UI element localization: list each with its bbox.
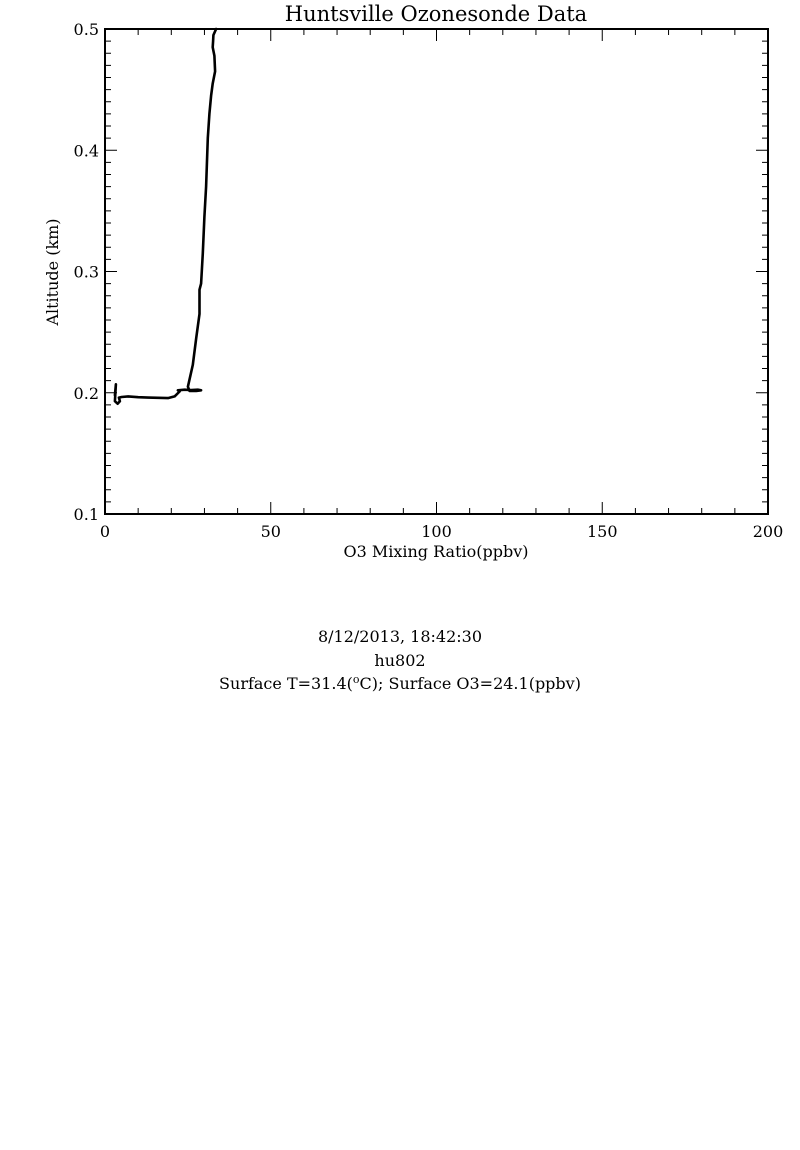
x-tick-label: 100 (421, 522, 452, 541)
degree-superscript: o (352, 673, 360, 686)
x-tick-label: 50 (261, 522, 281, 541)
ozone-profile-line (113, 27, 218, 406)
y-axis-label: Altitude (km) (43, 218, 62, 326)
y-tick-label: 0.2 (74, 384, 99, 403)
x-tick-label: 0 (100, 522, 110, 541)
plot-frame (104, 28, 769, 515)
sounding-date-time: 8/12/2013, 18:42:30 (317, 627, 483, 646)
surface-temp-suffix: C); Surface O3=24.1(ppbv) (359, 674, 581, 693)
chart-title: Huntsville Ozonesonde Data (285, 2, 587, 26)
surface-conditions: Surface T=31.4(oC); Surface O3=24.1(ppbv… (0, 673, 800, 695)
x-tick-label: 200 (753, 522, 784, 541)
sounding-station-id: hu802 (374, 651, 426, 670)
x-tick-label: 150 (587, 522, 618, 541)
surface-temp-prefix: Surface T=31.4( (219, 674, 353, 693)
y-tick-label: 0.4 (74, 141, 99, 160)
x-axis-label: O3 Mixing Ratio(ppbv) (343, 542, 528, 561)
axis-tick-labels: 0 50 100 150 200 0.1 0.2 0.3 0.4 0.5 (74, 20, 784, 541)
axis-ticks (104, 28, 769, 515)
series-group (113, 27, 218, 406)
y-tick-label: 0.5 (74, 20, 99, 39)
y-tick-label: 0.1 (74, 505, 99, 524)
ozonesonde-chart: Huntsville Ozonesonde Data 0 50 100 150 2000… (43, 2, 784, 561)
y-tick-label: 0.3 (74, 263, 99, 282)
